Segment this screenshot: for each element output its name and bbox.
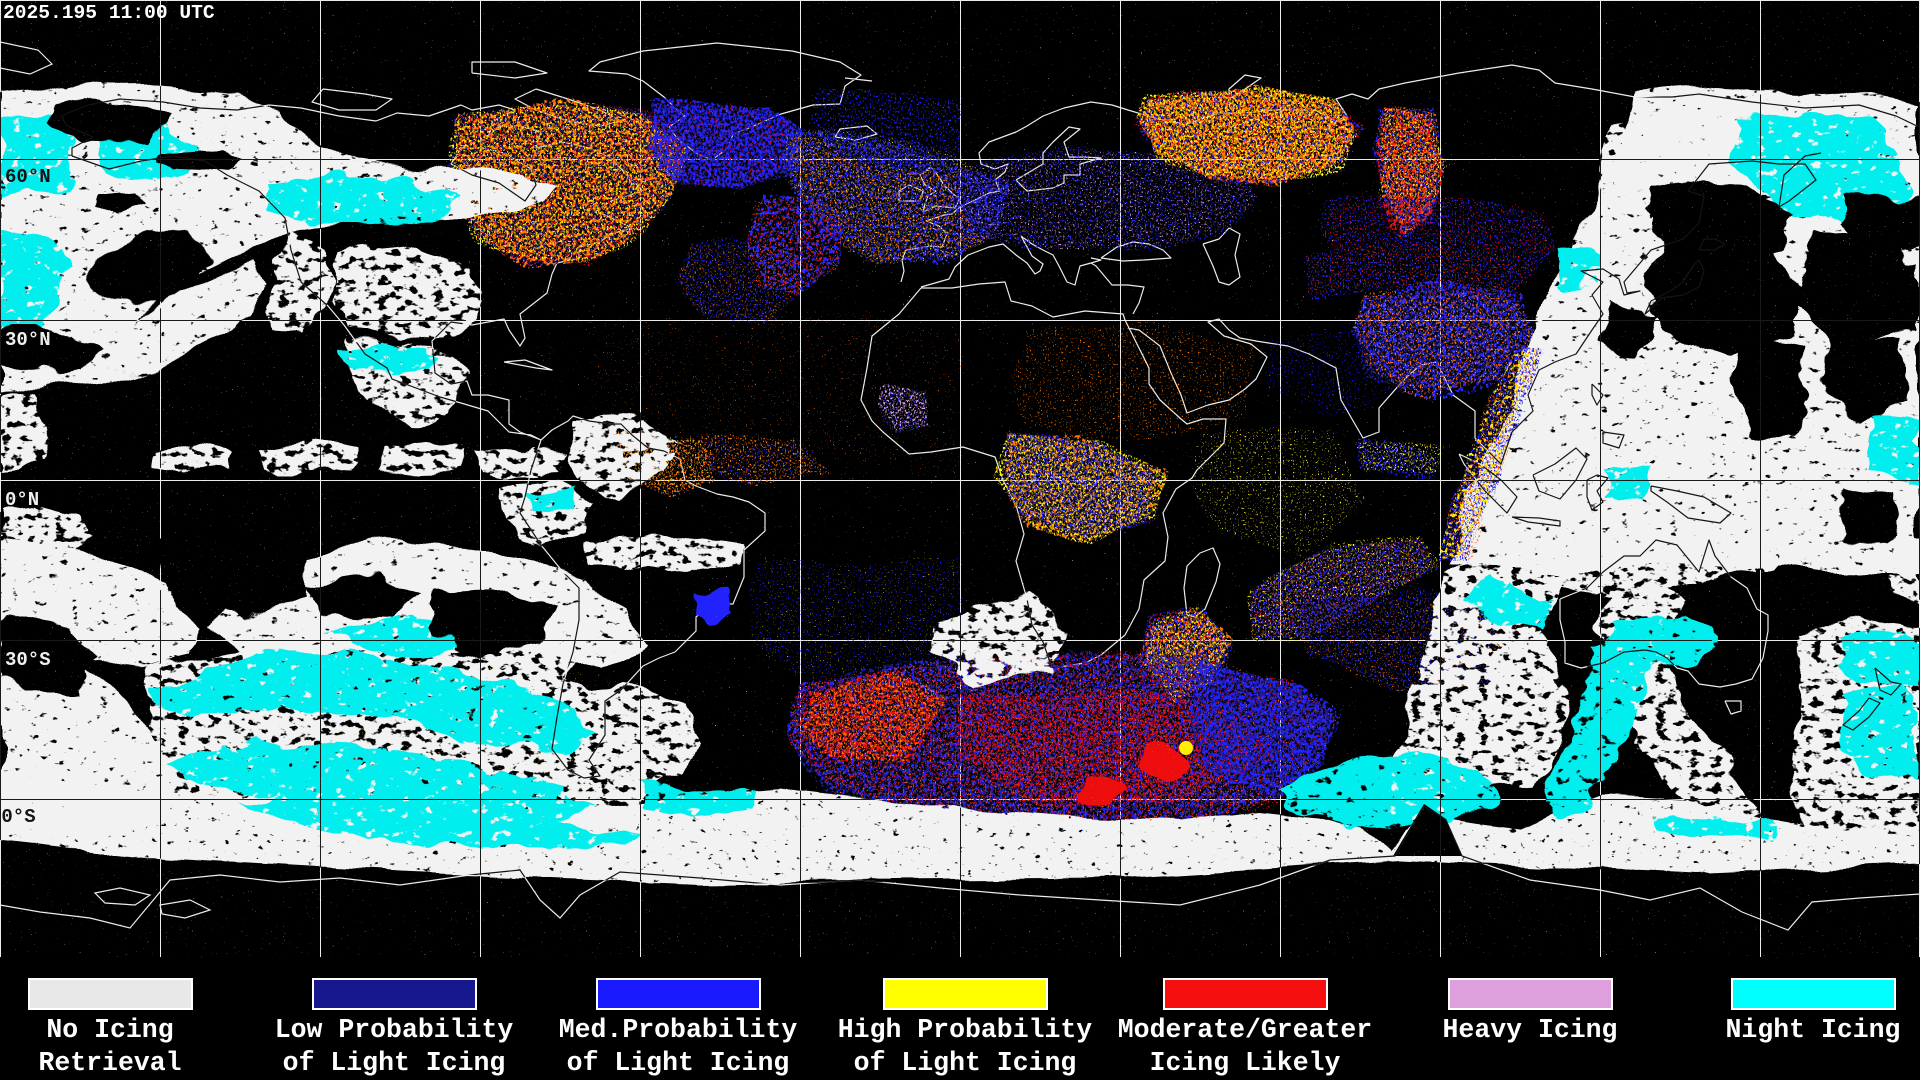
svg-text:60°S: 60°S (0, 806, 36, 828)
svg-text:of Light Icing: of Light Icing (567, 1048, 790, 1078)
svg-text:Icing Likely: Icing Likely (1150, 1048, 1341, 1078)
svg-text:30°S: 30°S (5, 649, 51, 671)
svg-text:Retrieval: Retrieval (38, 1048, 181, 1078)
svg-text:No Icing: No Icing (46, 1015, 173, 1045)
svg-text:of Light Icing: of Light Icing (283, 1048, 506, 1078)
svg-text:of Light Icing: of Light Icing (854, 1048, 1077, 1078)
svg-text:High Probability: High Probability (838, 1015, 1093, 1045)
svg-text:Heavy Icing: Heavy Icing (1443, 1015, 1618, 1045)
svg-text:2025.195 11:00 UTC: 2025.195 11:00 UTC (3, 2, 215, 24)
svg-text:Night Icing: Night Icing (1726, 1015, 1901, 1045)
svg-text:60°N: 60°N (5, 166, 51, 188)
svg-text:Med.Probability: Med.Probability (559, 1015, 798, 1045)
svg-text:Low Probability: Low Probability (275, 1015, 514, 1045)
svg-text:30°N: 30°N (5, 329, 51, 351)
svg-text:Moderate/Greater: Moderate/Greater (1118, 1015, 1372, 1045)
svg-text:0°N: 0°N (5, 489, 39, 511)
